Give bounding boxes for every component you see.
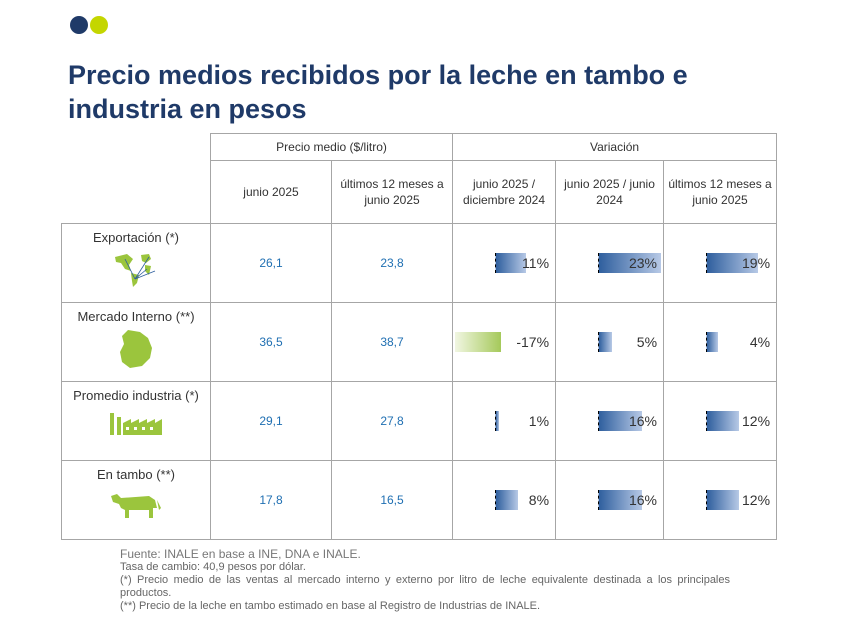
row-label: Mercado Interno (**) bbox=[77, 309, 195, 324]
header-col: junio 2025 bbox=[210, 160, 332, 224]
header-col: últimos 12 meses a junio 2025 bbox=[330, 160, 454, 224]
var-bar bbox=[706, 253, 759, 273]
var-label: 16% bbox=[628, 492, 658, 508]
var-dic-cell: 1% bbox=[452, 381, 557, 461]
row-label-cell: Exportación (*) bbox=[61, 223, 211, 303]
source-note: Fuente: INALE en base a INE, DNA e INALE… bbox=[120, 547, 361, 561]
var-label: 11% bbox=[522, 255, 550, 271]
var-label: 8% bbox=[528, 492, 550, 508]
var-bar bbox=[706, 411, 740, 431]
var-jun-cell: 16% bbox=[555, 381, 665, 461]
var-bar bbox=[598, 411, 643, 431]
var-label: 4% bbox=[749, 334, 771, 350]
row-label: Promedio industria (*) bbox=[73, 388, 199, 403]
header-col: junio 2025 / diciembre 2024 bbox=[452, 160, 557, 224]
var-bar bbox=[598, 253, 662, 273]
var-bar bbox=[495, 490, 518, 510]
var-bar bbox=[598, 490, 643, 510]
var-bar bbox=[495, 411, 499, 431]
footnotes: Fuente: INALE en base a INE, DNA e INALE… bbox=[120, 548, 730, 613]
price-jun-2025: 17,8 bbox=[210, 460, 332, 540]
price-12m: 38,7 bbox=[330, 302, 454, 382]
corner-cell bbox=[62, 134, 211, 161]
var-label: 1% bbox=[528, 413, 550, 429]
price-12m: 27,8 bbox=[330, 381, 454, 461]
table-row: Mercado Interno (**) 36,5 38,7 -17% 5% 4… bbox=[61, 302, 778, 382]
var-label: 19% bbox=[742, 255, 771, 271]
var-jun-cell: 5% bbox=[555, 302, 665, 382]
factory-icon bbox=[110, 413, 162, 435]
header-row-cols: junio 2025 últimos 12 meses a junio 2025… bbox=[62, 160, 778, 224]
var-bar bbox=[455, 332, 501, 352]
var-bar bbox=[706, 332, 718, 352]
row-label-cell: En tambo (**) bbox=[61, 460, 211, 540]
navy-dot bbox=[70, 16, 88, 34]
price-12m: 23,8 bbox=[330, 223, 454, 303]
var-12m-cell: 19% bbox=[663, 223, 778, 303]
exchange-note: Tasa de cambio: 40,9 pesos por dólar. bbox=[120, 561, 306, 573]
price-jun-2025: 26,1 bbox=[210, 223, 332, 303]
var-bar bbox=[706, 490, 740, 510]
table-row: Exportación (*) 26,1 23,8 11% 23% 19% bbox=[61, 223, 778, 303]
price-table: Precio medio ($/litro) Variación junio 2… bbox=[61, 133, 778, 540]
var-bar bbox=[598, 332, 613, 352]
row-label-cell: Promedio industria (*) bbox=[61, 381, 211, 461]
corner-cell bbox=[62, 161, 211, 224]
var-bar bbox=[495, 253, 526, 273]
var-12m-cell: 4% bbox=[663, 302, 778, 382]
var-jun-cell: 16% bbox=[555, 460, 665, 540]
page-title: Precio medios recibidos por la leche en … bbox=[68, 60, 688, 124]
header-col: junio 2025 / junio 2024 bbox=[555, 160, 665, 224]
price-jun-2025: 36,5 bbox=[210, 302, 332, 382]
row-label: En tambo (**) bbox=[96, 467, 176, 482]
header-row-group: Precio medio ($/litro) Variación bbox=[62, 133, 778, 161]
header-variation-group: Variación bbox=[452, 133, 778, 161]
var-label: 23% bbox=[628, 255, 658, 271]
logo-dots bbox=[70, 16, 108, 34]
var-label: 12% bbox=[742, 413, 771, 429]
header-col: últimos 12 meses a junio 2025 bbox=[663, 160, 778, 224]
world-map-icon bbox=[115, 254, 156, 287]
row-label-cell: Mercado Interno (**) bbox=[61, 302, 211, 382]
header-price-group: Precio medio ($/litro) bbox=[209, 133, 454, 161]
var-12m-cell: 12% bbox=[663, 460, 778, 540]
price-12m: 16,5 bbox=[330, 460, 454, 540]
var-jun-cell: 23% bbox=[555, 223, 665, 303]
var-dic-cell: 11% bbox=[452, 223, 557, 303]
var-dic-cell: 8% bbox=[452, 460, 557, 540]
note-2: (**) Precio de la leche en tambo estimad… bbox=[120, 600, 541, 612]
row-label: Exportación (*) bbox=[93, 230, 179, 245]
price-jun-2025: 29,1 bbox=[210, 381, 332, 461]
var-label: 16% bbox=[628, 413, 658, 429]
cow-icon bbox=[111, 494, 161, 518]
uruguay-map-icon bbox=[120, 330, 152, 368]
var-label: 5% bbox=[636, 334, 658, 350]
var-dic-cell: -17% bbox=[452, 302, 557, 382]
note-1: (*) Precio medio de las ventas al mercad… bbox=[120, 574, 730, 599]
table-row: En tambo (**) 17,8 16,5 8% 16% 12% bbox=[61, 460, 778, 540]
var-label: 12% bbox=[742, 492, 771, 508]
table-row: Promedio industria (*) 29,1 27,8 1% 16% … bbox=[61, 381, 778, 461]
var-label: -17% bbox=[516, 334, 550, 350]
var-12m-cell: 12% bbox=[663, 381, 778, 461]
lime-dot bbox=[90, 16, 108, 34]
